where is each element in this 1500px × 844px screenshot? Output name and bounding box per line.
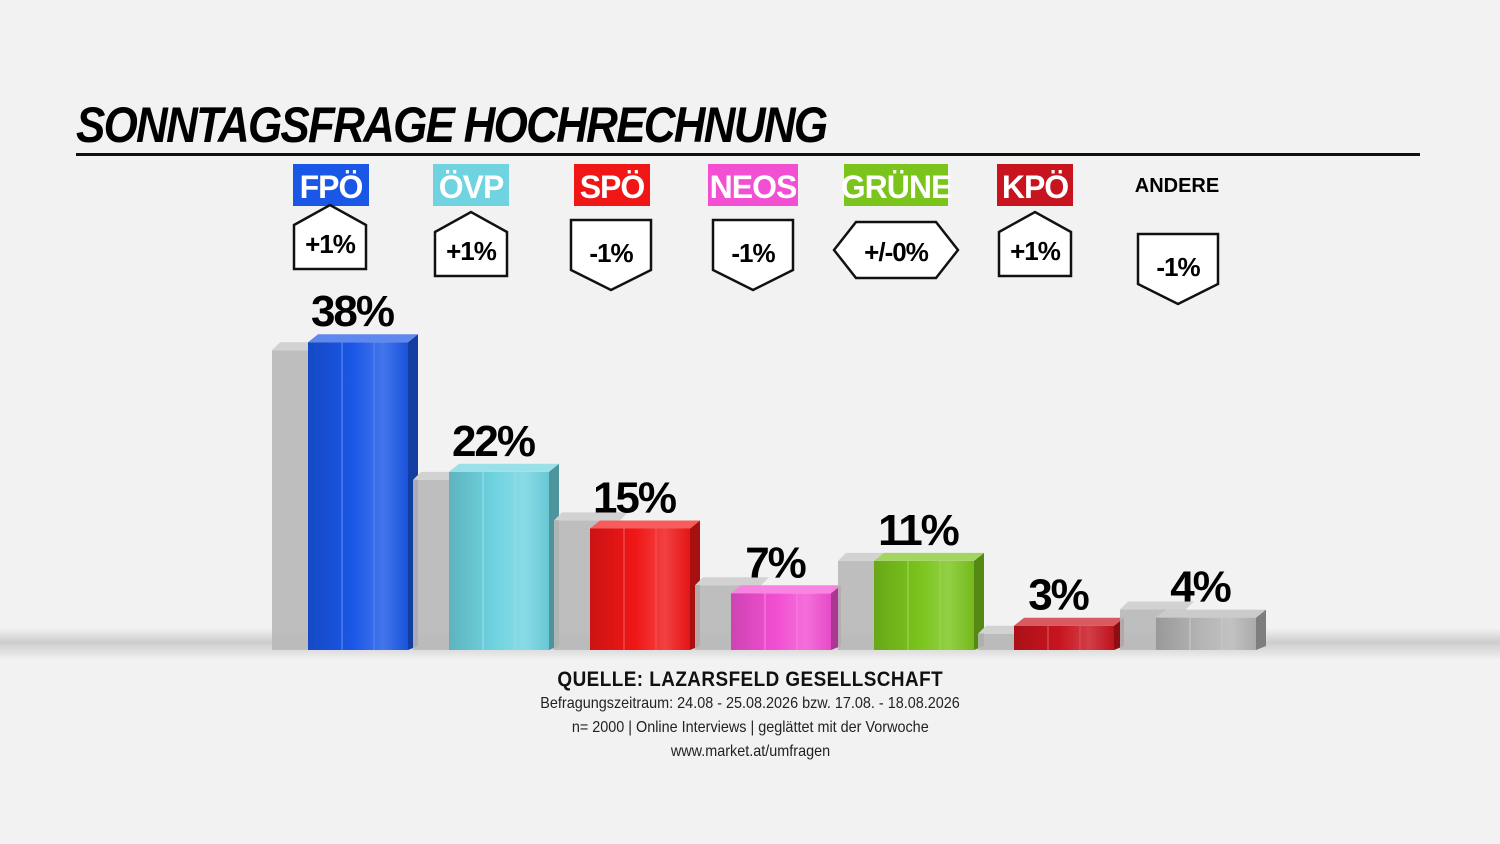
- change-label-andere: -1%: [1156, 252, 1200, 282]
- change-label-kpö: +1%: [1010, 236, 1061, 266]
- party-label-bg-grüne: [844, 164, 948, 206]
- change-badge-neos: [711, 218, 795, 292]
- change-label-neos: -1%: [731, 238, 775, 268]
- party-label-bg-fpö: [293, 164, 369, 206]
- change-badge-övp: [433, 210, 509, 278]
- value-label-fpö: 38%: [311, 287, 394, 336]
- party-label-bg-spö: [574, 164, 650, 206]
- party-label-fpö: FPÖ: [300, 169, 363, 205]
- bar-fpö: [308, 334, 418, 650]
- change-badge-fpö: [292, 203, 368, 271]
- bar-kpö: [1014, 617, 1124, 650]
- value-label-andere: 4%: [1170, 563, 1230, 612]
- bar-spö: [590, 520, 700, 650]
- value-label-övp: 22%: [452, 417, 535, 466]
- bar-neos: [731, 585, 841, 650]
- page-title: SONNTAGSFRAGE HOCHRECHNUNG: [76, 97, 828, 153]
- change-badge-kpö: [997, 210, 1073, 278]
- change-badge-andere: [1136, 232, 1220, 306]
- change-label-grüne: +/-0%: [864, 237, 929, 267]
- change-label-spö: -1%: [589, 238, 633, 268]
- party-label-kpö: KPÖ: [1002, 169, 1068, 205]
- value-label-neos: 7%: [745, 538, 805, 587]
- party-label-bg-övp: [433, 164, 509, 206]
- change-label-fpö: +1%: [305, 229, 356, 259]
- sample-info: n= 2000 | Online Interviews | geglättet …: [571, 719, 929, 736]
- value-label-kpö: 3%: [1028, 571, 1088, 620]
- party-label-andere: ANDERE: [1135, 175, 1219, 197]
- party-label-spö: SPÖ: [580, 169, 645, 205]
- previous-bar-top-andere: [1120, 601, 1194, 610]
- source-title: QUELLE: LAZARSFELD GESELLSCHAFT: [557, 668, 943, 691]
- value-label-grüne: 11%: [878, 506, 959, 555]
- value-label-spö: 15%: [593, 474, 676, 523]
- party-label-övp: ÖVP: [439, 169, 504, 205]
- bar-andere: [1156, 609, 1266, 650]
- party-label-grüne: GRÜNE: [841, 169, 952, 205]
- change-badge-spö: [569, 218, 653, 292]
- survey-period: Befragungszeitraum: 24.08 - 25.08.2026 b…: [540, 695, 960, 712]
- party-label-neos: NEOS: [710, 169, 797, 205]
- source-url: www.market.at/umfragen: [670, 743, 830, 760]
- source-block: QUELLE: LAZARSFELD GESELLSCHAFT Befragun…: [0, 668, 1500, 764]
- change-label-övp: +1%: [446, 236, 497, 266]
- previous-bar-top-neos: [695, 577, 769, 586]
- previous-bar-top-spö: [554, 512, 628, 521]
- bar-grüne: [874, 552, 984, 650]
- bar-övp: [449, 463, 559, 650]
- party-label-bg-neos: [708, 164, 798, 206]
- party-label-bg-kpö: [997, 164, 1073, 206]
- title-underline: [76, 153, 1420, 156]
- change-badge-grüne: [832, 220, 960, 280]
